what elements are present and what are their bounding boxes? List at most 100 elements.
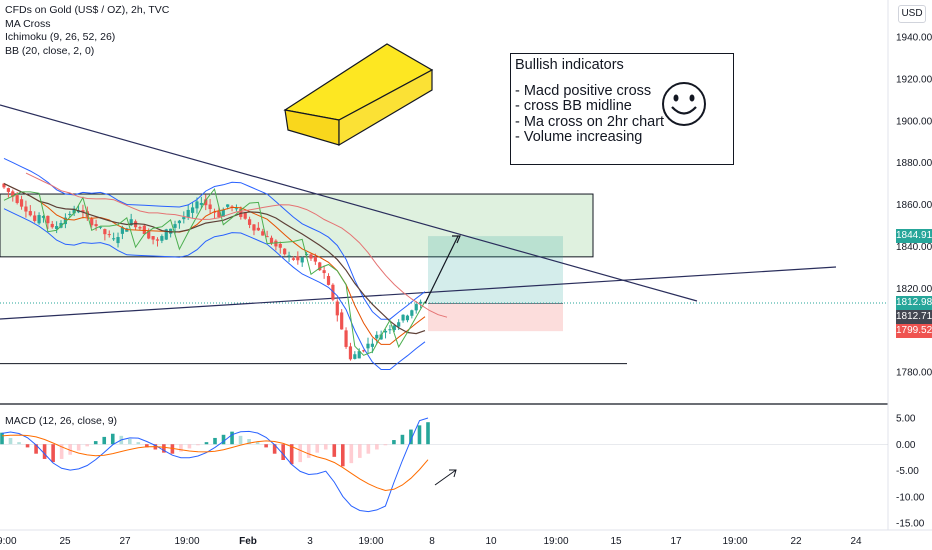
macd-histogram-bar	[34, 444, 38, 454]
candle-body	[37, 215, 41, 224]
legend-bb[interactable]: BB (20, close, 2, 0)	[5, 44, 95, 57]
candle-body	[388, 329, 392, 331]
candle-body	[291, 258, 296, 260]
macd-histogram-bar	[247, 439, 251, 445]
macd-histogram-bar	[392, 440, 396, 445]
macd-histogram-bar	[76, 444, 81, 451]
consolidation-box	[0, 193, 594, 258]
candle-body	[414, 304, 418, 311]
y-tick-label: 1880.00	[896, 158, 932, 169]
descending-trendline	[0, 104, 698, 302]
candle-body	[2, 183, 6, 188]
candle-body	[19, 199, 24, 207]
candle-body	[55, 226, 59, 229]
bb-basis	[3, 183, 426, 345]
candle-body	[177, 220, 182, 224]
legend-symbol[interactable]: CFDs on Gold (US$ / OZ), 2h, TVC	[5, 4, 170, 16]
candle-body	[326, 276, 331, 285]
candle-body	[247, 219, 252, 225]
x-tick-label: 19:00	[0, 536, 17, 547]
candle-body	[204, 199, 208, 206]
macd-histogram-bar	[93, 441, 98, 445]
candle-body	[304, 254, 309, 256]
macd-histogram-bar	[221, 434, 226, 445]
macd-histogram-bar	[358, 444, 362, 458]
candle-body	[353, 354, 357, 359]
currency-button[interactable]: USD	[898, 5, 926, 23]
candle-body	[344, 330, 348, 347]
annotation-note[interactable]: Bullish indicators - Macd positive cross…	[510, 53, 734, 165]
macd-histogram-bar	[187, 444, 192, 449]
candle-body	[392, 325, 396, 331]
candle-body	[94, 224, 98, 227]
candle-body	[313, 256, 317, 262]
candle-body	[116, 237, 120, 244]
macd-y-tick-label: -5.00	[896, 466, 919, 477]
ascending-trendline	[0, 266, 837, 320]
candle-body	[28, 211, 32, 216]
x-tick-label: 8	[429, 536, 435, 547]
candle-body	[318, 262, 322, 271]
note-line-3: - Ma cross on 2hr chart	[515, 113, 665, 130]
legend-ichimoku[interactable]: Ichimoku (9, 26, 52, 26)	[5, 31, 116, 43]
candle-body	[133, 221, 138, 228]
macd-histogram-bar	[68, 444, 72, 455]
x-tick-label: 19:00	[358, 536, 383, 547]
candle-body	[274, 240, 278, 247]
macd-histogram-bar	[298, 444, 302, 463]
macd-histogram-bar	[196, 444, 200, 446]
candle-body	[405, 315, 410, 321]
macd-y-tick-label: 5.00	[896, 414, 916, 425]
note-line-2: - cross BB midline	[515, 98, 632, 114]
candle-body	[195, 201, 199, 209]
macd-histogram-bar	[17, 442, 21, 445]
candle-body	[265, 236, 269, 238]
macd-legend[interactable]: MACD (12, 26, close, 9)	[5, 415, 118, 427]
legend-ma-cross[interactable]: MA Cross	[5, 17, 51, 30]
x-tick-label: 25	[59, 536, 71, 547]
macd-histogram-bar	[281, 444, 285, 460]
candle-body	[348, 346, 353, 360]
candle-body	[72, 208, 76, 214]
macd-y-tick-label: 0.00	[896, 440, 916, 451]
macd-histogram-bar	[230, 431, 234, 445]
candle-body	[63, 217, 67, 225]
candle-body	[217, 210, 221, 218]
macd-histogram-bar	[417, 425, 422, 445]
x-tick-label: 22	[790, 536, 802, 547]
candle-body	[283, 248, 287, 255]
macd-histogram-bar	[375, 444, 379, 450]
candle-body	[68, 213, 72, 215]
candle-body	[357, 351, 361, 359]
candle-body	[6, 188, 10, 192]
macd-y-tick-label: -15.00	[896, 519, 925, 530]
y-tick-label: 1780.00	[896, 368, 932, 379]
y-tick-label: 1940.00	[896, 33, 932, 44]
macd-histogram-bar	[179, 444, 183, 452]
macd-histogram-bar	[162, 444, 166, 453]
macd-histogram-bar	[59, 444, 64, 459]
macd-histogram-bar	[25, 444, 30, 448]
candle-body	[81, 210, 85, 213]
macd-histogram-bar	[264, 444, 268, 448]
candle-body	[164, 229, 168, 240]
candle-body	[234, 208, 239, 210]
candle-body	[410, 310, 414, 316]
macd-histogram-bar	[8, 437, 13, 445]
candle-body	[243, 212, 247, 219]
candle-body	[142, 225, 146, 235]
x-tick-label: 17	[670, 536, 682, 547]
candle-body	[375, 334, 379, 339]
candle-body	[256, 227, 260, 231]
macd-histogram-bar	[213, 437, 217, 445]
x-tick-label: 19:00	[174, 536, 199, 547]
candle-body	[33, 215, 37, 221]
macd-histogram-bar	[51, 444, 55, 463]
macd-histogram-bar	[332, 444, 337, 457]
candle-body	[221, 209, 225, 217]
candle-body	[98, 226, 103, 228]
candle-body	[50, 223, 54, 228]
x-tick-label: 10	[485, 536, 497, 547]
candle-body	[397, 322, 401, 327]
